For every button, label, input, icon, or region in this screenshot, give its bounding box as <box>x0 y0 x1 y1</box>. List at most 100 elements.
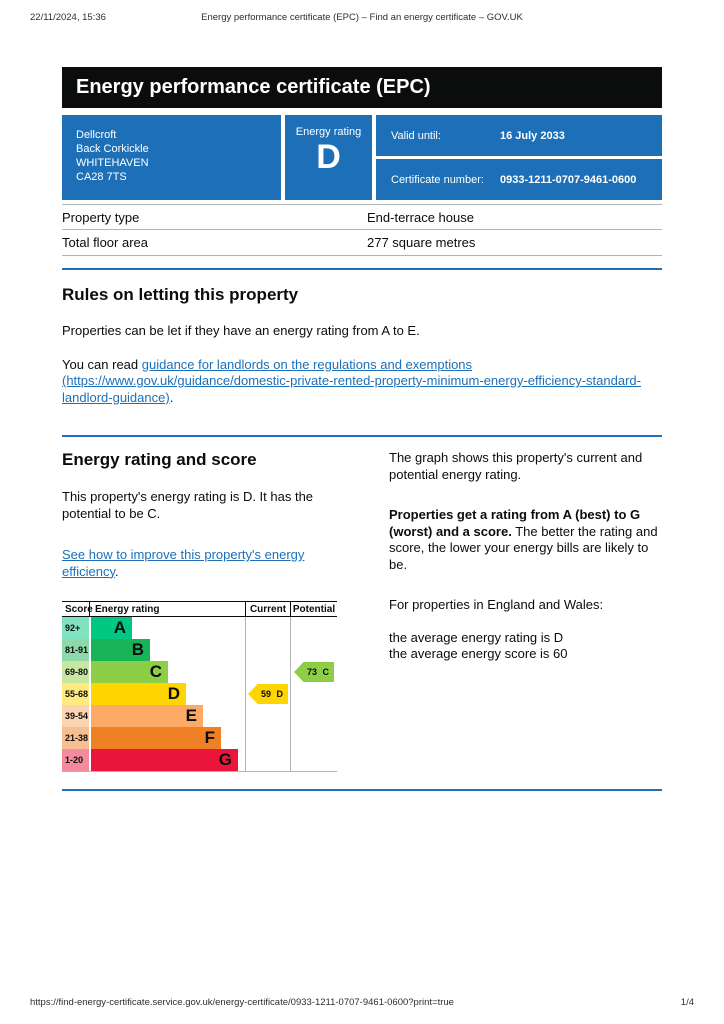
energy-rating-box: Energy rating D <box>285 115 372 200</box>
current-cell <box>245 639 290 661</box>
property-address: Dellcroft Back Corkickle WHITEHAVEN CA28… <box>62 115 281 200</box>
band-bar: B <box>91 639 150 661</box>
band-bar-area: B <box>89 639 245 661</box>
epc-rating-chart: Score Energy rating Current Potential 92… <box>62 601 337 772</box>
band-score-range: 21-38 <box>62 727 89 749</box>
band-score-range: 1-20 <box>62 749 89 771</box>
improve-efficiency-paragraph: See how to improve this property's energ… <box>62 547 347 580</box>
average-rating-line: the average energy rating is D <box>389 629 564 645</box>
potential-cell <box>290 727 337 749</box>
table-row: Property type End-terrace house <box>62 204 662 230</box>
band-letter: G <box>218 750 232 769</box>
band-bar-area: F <box>89 727 245 749</box>
band-letter: E <box>185 706 197 725</box>
epc-band-row-c: 69-80 C 73 C <box>62 661 337 683</box>
epc-band-row-d: 55-68 D 59 D <box>62 683 337 705</box>
link-suffix-text: . <box>115 563 119 579</box>
rating-explainer-bold: Properties get a rating from A (best) to… <box>389 507 641 539</box>
potential-cell <box>290 639 337 661</box>
band-bar-area: D <box>89 683 245 705</box>
address-line: Back Corkickle <box>76 143 149 155</box>
band-bar-area: G <box>89 749 245 771</box>
average-score-line: the average energy score is 60 <box>389 646 568 661</box>
banner-title: Energy performance certificate (EPC) <box>76 76 431 98</box>
score-column-header: Score <box>65 603 93 615</box>
band-letter: A <box>113 618 126 637</box>
band-score-range: 39-54 <box>62 705 89 727</box>
potential-cell: 73 C <box>290 661 337 683</box>
current-cell <box>245 705 290 727</box>
letting-guidance-paragraph: You can read guidance for landlords on t… <box>62 357 662 407</box>
band-bar: E <box>91 705 203 727</box>
improve-efficiency-link[interactable]: See how to improve this property's energ… <box>62 547 305 579</box>
certificate-number-row: Certificate number: 0933-1211-0707-9461-… <box>376 159 662 200</box>
address-line: CA28 7TS <box>76 171 127 183</box>
valid-until-value: 16 July 2033 <box>500 129 565 142</box>
certificate-number-value: 0933-1211-0707-9461-0600 <box>500 173 637 186</box>
band-bar: D <box>91 683 186 705</box>
rating-section-heading: Energy rating and score <box>62 450 257 469</box>
rating-section: Energy rating and score This property's … <box>62 450 662 772</box>
print-page-title: Energy performance certificate (EPC) – F… <box>201 12 523 23</box>
epc-band-row-f: 21-38 F <box>62 727 337 749</box>
band-bar: C <box>91 661 168 683</box>
certificate-details: Valid until: 16 July 2033 Certificate nu… <box>376 115 662 200</box>
band-letter: C <box>149 662 162 681</box>
certificate-page: Energy performance certificate (EPC) Del… <box>62 67 662 791</box>
floor-area-label: Total floor area <box>62 235 148 250</box>
potential-rating-arrow: 73 C <box>294 662 334 682</box>
band-score-range: 92+ <box>62 617 89 639</box>
potential-cell <box>290 705 337 727</box>
letting-paragraph: Properties can be let if they have an en… <box>62 323 420 338</box>
england-wales-paragraph: For properties in England and Wales: <box>389 597 604 612</box>
epc-chart-rows: 92+ A 81-91 B 69-80 C 73 C 55-68 D 59 D 39-54 E 21-3… <box>62 617 337 771</box>
print-header: 22/11/2024, 15:36 Energy performance cer… <box>0 12 724 26</box>
band-score-range: 69-80 <box>62 661 89 683</box>
graph-description-paragraph: The graph shows this property's current … <box>389 450 643 482</box>
section-divider <box>62 268 662 270</box>
epc-chart-header: Score Energy rating Current Potential <box>62 601 337 617</box>
certificate-banner: Energy performance certificate (EPC) <box>62 67 662 108</box>
rating-summary-paragraph: This property's energy rating is D. It h… <box>62 489 314 521</box>
certificate-summary: Dellcroft Back Corkickle WHITEHAVEN CA28… <box>62 115 662 200</box>
property-details-table: Property type End-terrace house Total fl… <box>62 204 662 256</box>
band-bar-area: E <box>89 705 245 727</box>
current-cell: 59 D <box>245 683 290 705</box>
letting-section-heading: Rules on letting this property <box>62 285 299 304</box>
valid-until-row: Valid until: 16 July 2033 <box>376 115 662 156</box>
table-row: Total floor area 277 square metres <box>62 230 662 256</box>
link-prefix-text: You can read <box>62 356 142 372</box>
potential-cell <box>290 749 337 771</box>
band-score-range: 81-91 <box>62 639 89 661</box>
band-bar: A <box>91 617 132 639</box>
band-letter: D <box>167 684 180 703</box>
print-datetime: 22/11/2024, 15:36 <box>30 12 106 23</box>
band-bar-area: C <box>89 661 245 683</box>
current-cell <box>245 749 290 771</box>
band-letter: F <box>204 728 215 747</box>
valid-until-label: Valid until: <box>391 129 441 142</box>
landlord-guidance-link[interactable]: guidance for landlords on the regulation… <box>62 356 641 405</box>
section-divider <box>62 435 662 437</box>
address-line: Dellcroft <box>76 129 117 141</box>
certificate-number-label: Certificate number: <box>391 173 484 186</box>
band-bar: F <box>91 727 221 749</box>
energy-rating-label: Energy rating <box>295 126 362 138</box>
property-type-value: End-terrace house <box>367 209 474 225</box>
floor-area-value: 277 square metres <box>367 235 476 250</box>
potential-cell <box>290 617 337 639</box>
print-footer-url: https://find-energy-certificate.service.… <box>30 997 454 1008</box>
section-divider <box>62 789 662 791</box>
print-footer: https://find-energy-certificate.service.… <box>30 997 694 1008</box>
current-cell <box>245 661 290 683</box>
band-letter: B <box>131 640 144 659</box>
current-column-header: Current <box>245 602 290 616</box>
band-bar-area: A <box>89 617 245 639</box>
rating-section-right-column: The graph shows this property's current … <box>389 450 662 772</box>
band-score-range: 55-68 <box>62 683 89 705</box>
energy-rating-value: D <box>316 138 341 176</box>
current-cell <box>245 727 290 749</box>
band-bar: G <box>91 749 238 771</box>
rating-explainer-paragraph: Properties get a rating from A (best) to… <box>389 507 662 573</box>
